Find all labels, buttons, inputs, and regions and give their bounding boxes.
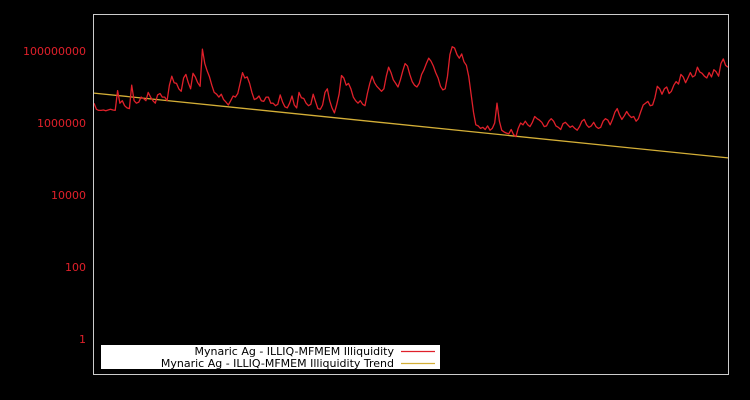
y-tick-label: 10000	[51, 189, 86, 202]
plot-frame	[93, 14, 729, 375]
plot-area	[93, 46, 729, 159]
y-tick-label: 100	[65, 261, 86, 274]
legend-box	[101, 345, 440, 369]
y-axis-tick-labels: 100000000 1000000 10000 100 1	[23, 45, 86, 346]
y-tick-label: 1000000	[37, 117, 86, 130]
y-tick-label: 100000000	[23, 45, 86, 58]
y-tick-label: 1	[79, 333, 86, 346]
legend: Mynaric Ag - ILLIQ-MFMEM Illiquidity Myn…	[101, 345, 440, 370]
illiquidity-series-line	[93, 46, 729, 138]
legend-label-trend: Mynaric Ag - ILLIQ-MFMEM Illiquidity Tre…	[161, 357, 394, 370]
trend-series-line	[93, 92, 729, 159]
legend-label-illiquidity: Mynaric Ag - ILLIQ-MFMEM Illiquidity	[194, 345, 394, 358]
